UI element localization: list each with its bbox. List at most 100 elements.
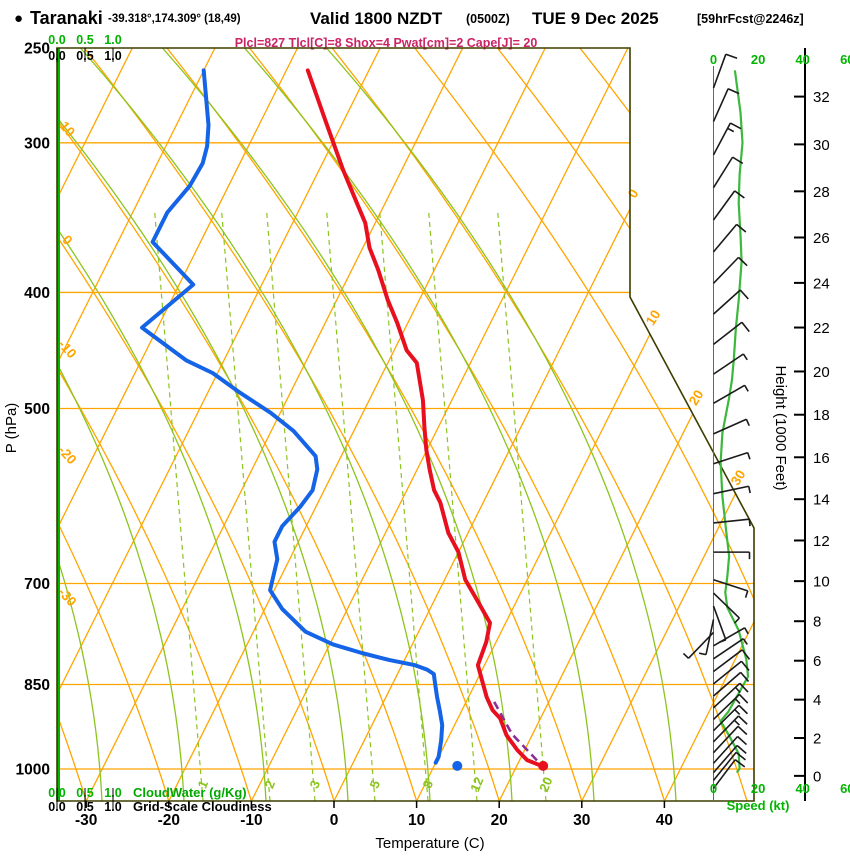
cloudwater-top-label: 0.5 <box>76 33 93 47</box>
dry-adiabat-line <box>57 48 335 801</box>
temperature-tick-label: -10 <box>240 812 262 829</box>
wind-barb <box>712 715 748 743</box>
speed-tick-label: 40 <box>795 52 809 67</box>
parcel-params: Plcl=827 Tlcl[C]=8 Shox=4 Pwat[cm]=2 Cap… <box>235 36 538 50</box>
temperature-axis-title: Temperature (C) <box>375 835 484 852</box>
wind-barb <box>712 725 748 754</box>
wind-barb <box>713 627 749 647</box>
wind-barb <box>712 693 749 720</box>
height-tick-label: 32 <box>813 89 830 106</box>
wind-barb <box>712 735 748 764</box>
height-tick-label: 16 <box>813 450 830 467</box>
mixing-ratio-label: 3 <box>307 778 324 790</box>
wind-barb <box>712 289 749 315</box>
height-tick-label: 4 <box>813 692 821 709</box>
height-tick-label: 22 <box>813 320 830 337</box>
isotherm-line <box>57 48 381 801</box>
speed-tick-label: 60 <box>840 781 850 796</box>
mixing-ratio-label: 2 <box>262 778 279 790</box>
dry-adiabat-line <box>83 48 500 801</box>
wind-barb <box>713 637 748 660</box>
wind-barb <box>713 485 751 495</box>
mixing-ratio-line <box>496 209 547 801</box>
dry-adiabat-line <box>57 48 418 801</box>
pressure-axis-title: P (hPa) <box>3 403 20 454</box>
wind-barb <box>712 751 746 781</box>
wind-barb <box>713 451 751 465</box>
temperature-tick-label: 10 <box>408 812 425 829</box>
wind-layer <box>682 53 751 801</box>
isotherm-line <box>57 48 299 801</box>
temperature-tick-label: 30 <box>573 812 590 829</box>
temperature-tick-label: 0 <box>330 812 339 829</box>
surface-dewpoint-dot <box>452 760 463 771</box>
wind-barb <box>713 321 750 346</box>
temperature-tick-label: -20 <box>158 812 180 829</box>
profile-layer <box>140 68 549 771</box>
wind-barb <box>712 53 738 89</box>
station-bullet-icon: ● <box>14 10 23 27</box>
height-tick-label: 6 <box>813 653 821 670</box>
moist-adiabat-line <box>326 48 677 801</box>
moist-adiabat-line <box>57 48 267 801</box>
isotherm-label: 0 <box>625 186 642 200</box>
height-tick-label: 12 <box>813 533 830 550</box>
dry-adiabat-line <box>496 48 754 801</box>
wind-barb <box>713 418 750 435</box>
speed-tick-label: 0 <box>710 781 717 796</box>
wind-barb <box>712 660 750 685</box>
moist-adiabat-line <box>57 48 185 801</box>
wind-barb <box>682 631 715 659</box>
wind-barb <box>712 122 742 156</box>
wind-speed-curve <box>719 70 750 774</box>
isotherm-line <box>57 48 133 801</box>
height-tick-label: 10 <box>813 574 830 591</box>
height-tick-label: 18 <box>813 407 830 424</box>
wind-barb <box>712 223 747 253</box>
header: ● Taranaki -39.318°,174.309° (18,49) Val… <box>14 8 804 50</box>
wind-barb <box>713 649 751 673</box>
wind-barb <box>713 551 751 560</box>
surface-temp-dot <box>538 760 549 771</box>
dry-adiabat-line <box>57 48 253 801</box>
height-tick-label: 8 <box>813 614 821 631</box>
dry-adiabat-line <box>57 48 170 801</box>
wind-barb <box>712 256 748 284</box>
dewpoint-curve <box>140 68 445 765</box>
height-tick-label: 28 <box>813 184 830 201</box>
dry-adiabat-line <box>249 48 666 801</box>
axis-titles: P (hPa) Temperature (C) Height (1000 Fee… <box>3 365 789 852</box>
isotherm-line <box>663 48 754 801</box>
isotherm-line <box>333 48 712 801</box>
wind-barb <box>712 592 740 624</box>
height-axis-title: Height (1000 Feet) <box>772 365 789 490</box>
moist-adiabat-line <box>57 48 349 801</box>
parcel-path <box>493 701 543 766</box>
mixing-ratio-line <box>265 209 316 801</box>
pressure-tick-label: 300 <box>24 135 50 152</box>
moist-adiabat-line <box>57 48 103 801</box>
speed-tick-label: 20 <box>751 52 765 67</box>
dry-adiabat-line <box>579 48 754 801</box>
dry-adiabat-line <box>744 48 754 801</box>
valid-date: TUE 9 Dec 2025 <box>532 9 659 28</box>
dry-adiabat-line <box>331 48 748 801</box>
pressure-tick-label: 850 <box>24 677 50 694</box>
wind-barb <box>712 156 744 189</box>
dry-adiabat-label: 10 <box>57 118 78 139</box>
wind-barb <box>712 671 750 697</box>
pressure-tick-label: 1000 <box>16 762 50 779</box>
isotherm-line <box>498 48 754 801</box>
pressure-tick-label: 700 <box>24 576 50 593</box>
temperature-curve <box>305 68 541 767</box>
height-tick-label: 24 <box>813 275 830 292</box>
dry-adiabat-line <box>828 48 850 801</box>
valid-zulu: (0500Z) <box>466 12 510 26</box>
height-tick-label: 14 <box>813 492 830 509</box>
wind-barb <box>699 619 715 656</box>
isotherm-line <box>57 48 216 801</box>
